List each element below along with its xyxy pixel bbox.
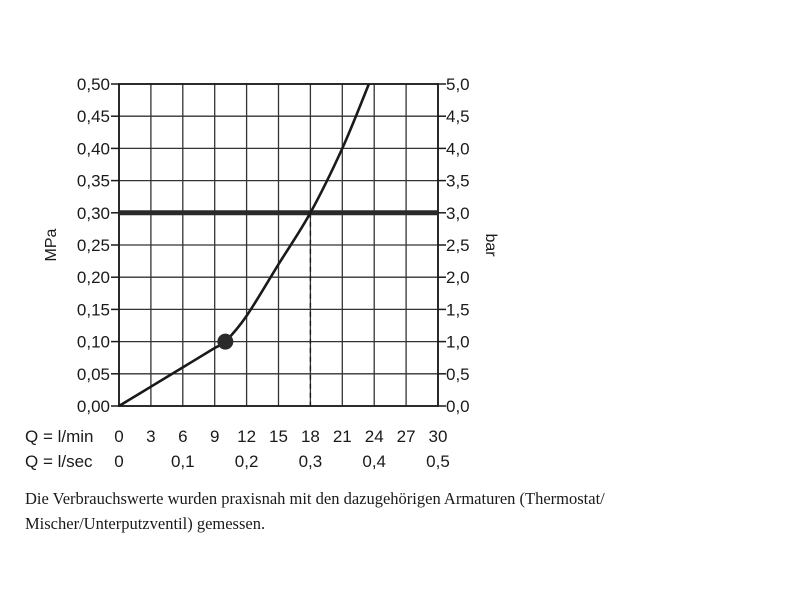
grid [118, 83, 439, 407]
x-axis-lmin-tick-label: 6 [178, 427, 187, 446]
x-axis-lsec-tick-label: 0,2 [235, 452, 259, 471]
x-axis-lmin-tick-label: 24 [365, 427, 384, 446]
x-axis-lmin-tick-label: 9 [210, 427, 219, 446]
right-axis-tick-label: 3,0 [446, 204, 470, 223]
right-axis-tick-label: 4,5 [446, 107, 470, 126]
x-axis-lmin-tick-label: 3 [146, 427, 155, 446]
x-axis-lmin-tick-label: 0 [114, 427, 123, 446]
x-axis-lmin-tick-label: 12 [237, 427, 256, 446]
pressure-flow-chart: 0,000,050,100,150,200,250,300,350,400,45… [25, 75, 499, 471]
left-axis-ticks: 0,00 0,05 0,10 0,15 0,20 0,25 0,30 0,35 0,40 0,45… [77, 75, 119, 416]
x-axis-lmin-label: Q = l/min [25, 427, 94, 446]
right-axis-tick-label: 2,5 [446, 236, 470, 255]
x-axis-lmin-tick-label: 21 [333, 427, 352, 446]
x-axis-lmin-tick-label: 27 [397, 427, 416, 446]
x-axis-lmin-tick-label: 18 [301, 427, 320, 446]
right-axis-ticks: 0,0 0,5 1,0 1,5 2,0 2,5 3,0 3,5 4,0 4,5 5,0 [438, 75, 470, 416]
caption-text: Die Verbrauchswerte wurden praxisnah mit… [25, 489, 605, 533]
left-axis-tick-label: 0,25 [77, 236, 110, 255]
right-axis-tick-label: 3,5 [446, 172, 470, 191]
left-axis-tick-label: 0,20 [77, 268, 110, 287]
right-axis-title: bar [482, 233, 499, 257]
marker-point [217, 333, 234, 350]
x-axis-lsec-ticks: 0 0,1 0,2 0,3 0,4 0,5 [114, 452, 450, 471]
x-axis-lsec-label: Q = l/sec [25, 452, 93, 471]
left-axis-tick-label: 0,15 [77, 300, 110, 319]
x-axis-lmin-tick-label: 15 [269, 427, 288, 446]
plot-marks [118, 83, 438, 408]
right-axis-tick-label: 1,0 [446, 333, 470, 352]
left-axis-tick-label: 0,35 [77, 172, 110, 191]
series-line [118, 83, 371, 408]
right-axis-tick-label: 4,0 [446, 139, 470, 158]
left-axis-tick-label: 0,00 [77, 397, 110, 416]
x-axis-lsec-tick-label: 0,4 [362, 452, 386, 471]
x-axis-lmin-tick-label: 30 [429, 427, 448, 446]
x-axis-lsec-tick-label: 0,5 [426, 452, 450, 471]
right-axis-tick-label: 5,0 [446, 75, 470, 94]
x-axis-lsec-tick-label: 0,1 [171, 452, 195, 471]
x-axis-lsec-tick-label: 0 [114, 452, 123, 471]
left-axis-tick-label: 0,05 [77, 365, 110, 384]
left-axis-tick-label: 0,40 [77, 139, 110, 158]
right-axis-tick-label: 1,5 [446, 300, 470, 319]
right-axis-tick-label: 0,0 [446, 397, 470, 416]
left-axis-tick-label: 0,45 [77, 107, 110, 126]
left-axis-tick-label: 0,10 [77, 333, 110, 352]
x-axis-lmin-ticks: 0 3 6 9 12 15 18 21 24 27 30 [114, 427, 447, 446]
right-axis-tick-label: 2,0 [446, 268, 470, 287]
right-axis-tick-label: 0,5 [446, 365, 470, 384]
left-axis-tick-label: 0,30 [77, 204, 110, 223]
x-axis-lsec-tick-label: 0,3 [299, 452, 323, 471]
left-axis-tick-label: 0,50 [77, 75, 110, 94]
left-axis-title: MPa [43, 228, 60, 261]
